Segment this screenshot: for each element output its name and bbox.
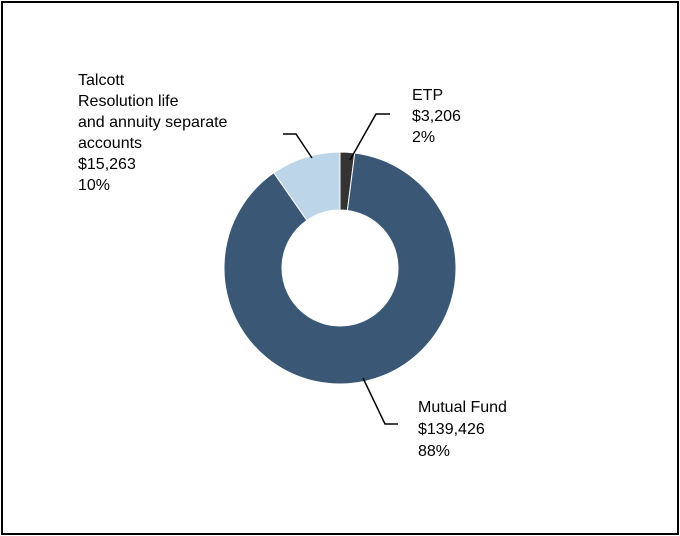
slice-label-name: accounts bbox=[78, 135, 142, 152]
slice-label-percent: 88% bbox=[418, 443, 450, 460]
slice-labels: ETP $3,206 2% Mutual Fund $139,426 88% Talcott… bbox=[78, 72, 507, 460]
leader-line bbox=[349, 113, 390, 161]
slice-label-name: Mutual Fund bbox=[418, 399, 507, 416]
slice-label-name: Talcott bbox=[78, 72, 125, 89]
slice-label-amount: $3,206 bbox=[412, 108, 461, 125]
slice-label-amount: $139,426 bbox=[418, 421, 485, 438]
slice-label-name: Resolution life bbox=[78, 93, 179, 110]
slice-label: ETP $3,206 2% bbox=[412, 87, 461, 146]
slice-label: Talcott Resolution life and annuity separa… bbox=[78, 72, 228, 194]
slice-label-amount: $15,263 bbox=[78, 156, 136, 173]
leader-line bbox=[283, 133, 313, 159]
slice-talcott-resolution-life-and-annuity-separate-accounts bbox=[273, 151, 341, 222]
slice-label-name: and annuity separate bbox=[78, 114, 228, 131]
leader-line bbox=[362, 377, 398, 425]
donut-slices bbox=[223, 151, 457, 385]
slice-label-name: ETP bbox=[412, 87, 443, 104]
slice-mutual-fund bbox=[223, 152, 457, 385]
slice-label-percent: 10% bbox=[78, 177, 110, 194]
slice-label-percent: 2% bbox=[412, 129, 435, 146]
slice-label: Mutual Fund $139,426 88% bbox=[418, 399, 507, 460]
leader-lines bbox=[283, 113, 398, 425]
